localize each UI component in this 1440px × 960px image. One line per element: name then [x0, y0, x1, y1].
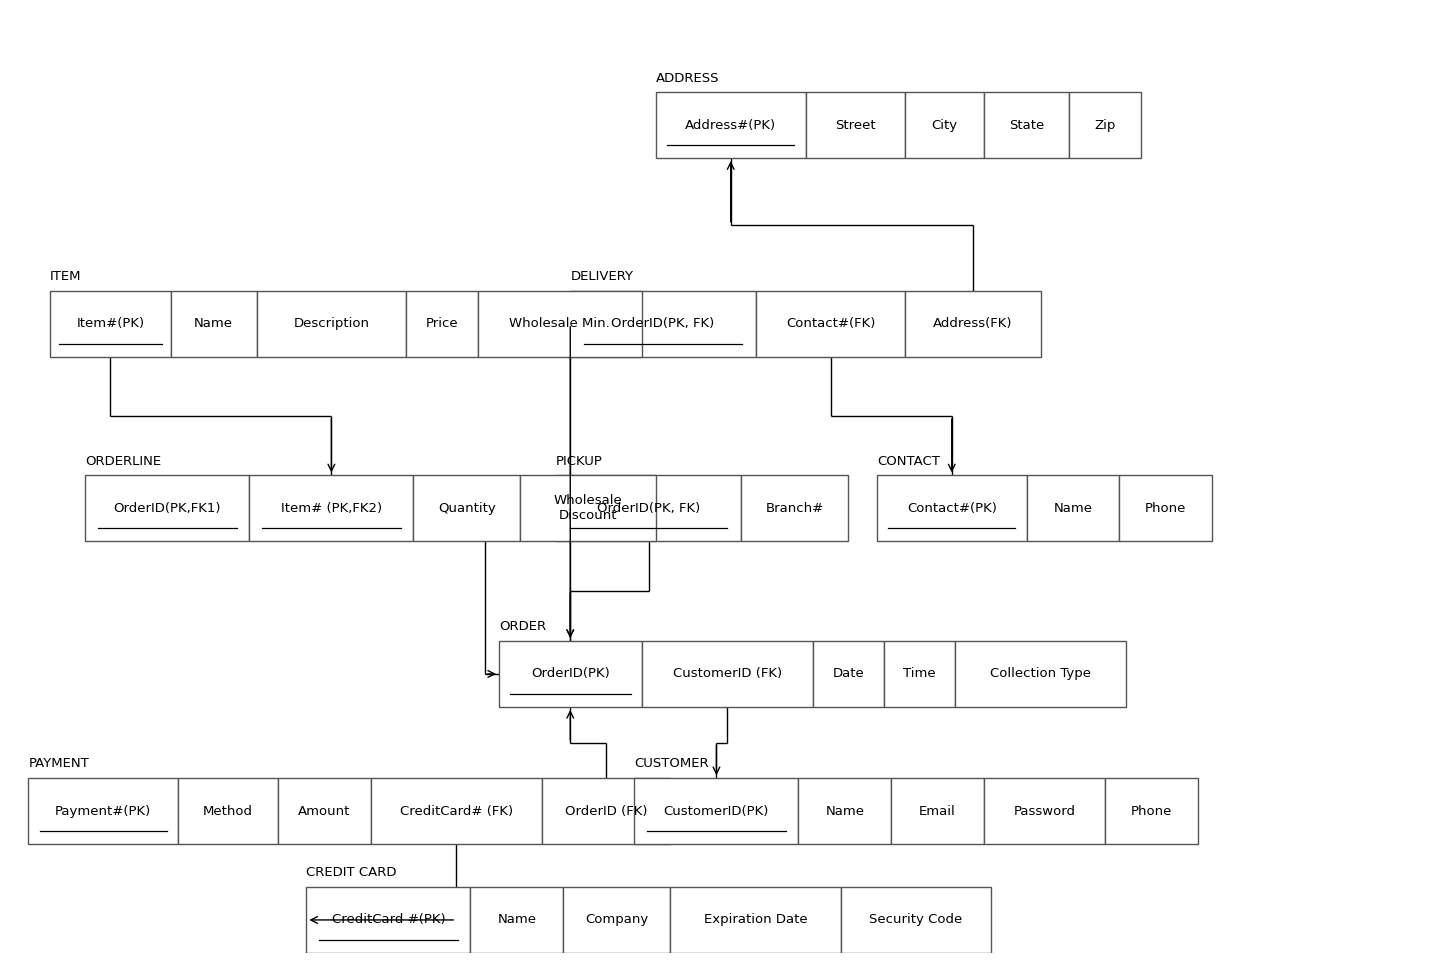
Bar: [812, 641, 884, 708]
Text: DELIVERY: DELIVERY: [570, 270, 634, 283]
Bar: [655, 92, 805, 158]
Text: Name: Name: [194, 318, 233, 330]
Bar: [642, 641, 812, 708]
Text: Amount: Amount: [298, 804, 350, 818]
Bar: [756, 291, 906, 357]
Text: CONTACT: CONTACT: [877, 455, 940, 468]
Text: Quantity: Quantity: [438, 502, 495, 515]
Bar: [635, 778, 798, 844]
Bar: [563, 887, 670, 953]
Bar: [984, 92, 1070, 158]
Bar: [1027, 475, 1119, 541]
Bar: [179, 778, 278, 844]
Text: CUSTOMER: CUSTOMER: [635, 757, 708, 771]
Text: Address(FK): Address(FK): [933, 318, 1012, 330]
Text: Wholesale
Discount: Wholesale Discount: [554, 494, 622, 522]
Text: ITEM: ITEM: [50, 270, 81, 283]
Text: Street: Street: [835, 119, 876, 132]
Text: Wholesale Min.: Wholesale Min.: [510, 318, 611, 330]
Text: Company: Company: [585, 914, 648, 926]
Bar: [891, 778, 984, 844]
Bar: [984, 778, 1104, 844]
Bar: [413, 475, 520, 541]
Bar: [841, 887, 991, 953]
Text: Zip: Zip: [1094, 119, 1116, 132]
Text: Description: Description: [294, 318, 370, 330]
Text: OrderID(PK, FK): OrderID(PK, FK): [598, 502, 700, 515]
Text: Phone: Phone: [1145, 502, 1187, 515]
Text: CREDIT CARD: CREDIT CARD: [307, 866, 397, 879]
Bar: [670, 887, 841, 953]
Text: Item#(PK): Item#(PK): [76, 318, 144, 330]
Bar: [29, 778, 179, 844]
Text: ADDRESS: ADDRESS: [655, 72, 720, 84]
Text: Method: Method: [203, 804, 253, 818]
Bar: [370, 778, 541, 844]
Text: ORDERLINE: ORDERLINE: [85, 455, 161, 468]
Bar: [520, 475, 655, 541]
Bar: [406, 291, 478, 357]
Bar: [877, 475, 1027, 541]
Text: CreditCard #(PK): CreditCard #(PK): [331, 914, 445, 926]
Text: CustomerID (FK): CustomerID (FK): [672, 667, 782, 681]
Text: OrderID(PK, FK): OrderID(PK, FK): [612, 318, 714, 330]
Bar: [906, 92, 984, 158]
Text: Name: Name: [825, 804, 864, 818]
Text: Payment#(PK): Payment#(PK): [55, 804, 151, 818]
Bar: [570, 291, 756, 357]
Bar: [798, 778, 891, 844]
Bar: [884, 641, 955, 708]
Text: Password: Password: [1014, 804, 1076, 818]
Bar: [171, 291, 256, 357]
Bar: [541, 778, 670, 844]
Text: Price: Price: [426, 318, 458, 330]
Text: Expiration Date: Expiration Date: [704, 914, 808, 926]
Bar: [307, 887, 471, 953]
Bar: [256, 291, 406, 357]
Text: PICKUP: PICKUP: [556, 455, 603, 468]
Text: ORDER: ORDER: [498, 620, 546, 634]
Bar: [955, 641, 1126, 708]
Text: Date: Date: [832, 667, 864, 681]
Text: Contact#(PK): Contact#(PK): [907, 502, 996, 515]
Text: Branch#: Branch#: [766, 502, 824, 515]
Bar: [1070, 92, 1140, 158]
Bar: [249, 475, 413, 541]
Bar: [1104, 778, 1198, 844]
Bar: [478, 291, 642, 357]
Bar: [805, 92, 906, 158]
Bar: [278, 778, 370, 844]
Text: Security Code: Security Code: [870, 914, 963, 926]
Text: Time: Time: [903, 667, 936, 681]
Bar: [85, 475, 249, 541]
Bar: [1119, 475, 1212, 541]
Text: Email: Email: [919, 804, 956, 818]
Text: Name: Name: [497, 914, 536, 926]
Bar: [50, 291, 171, 357]
Text: Name: Name: [1054, 502, 1093, 515]
Text: Contact#(FK): Contact#(FK): [786, 318, 876, 330]
Text: Collection Type: Collection Type: [991, 667, 1092, 681]
Text: Address#(PK): Address#(PK): [685, 119, 776, 132]
Bar: [742, 475, 848, 541]
Text: PAYMENT: PAYMENT: [29, 757, 89, 771]
Text: CreditCard# (FK): CreditCard# (FK): [400, 804, 513, 818]
Text: State: State: [1009, 119, 1044, 132]
Text: OrderID (FK): OrderID (FK): [564, 804, 647, 818]
Text: OrderID(PK,FK1): OrderID(PK,FK1): [114, 502, 222, 515]
Text: Phone: Phone: [1130, 804, 1172, 818]
Text: OrderID(PK): OrderID(PK): [531, 667, 609, 681]
Bar: [471, 887, 563, 953]
Text: City: City: [932, 119, 958, 132]
Text: Item# (PK,FK2): Item# (PK,FK2): [281, 502, 382, 515]
Bar: [906, 291, 1041, 357]
Bar: [556, 475, 742, 541]
Text: CustomerID(PK): CustomerID(PK): [664, 804, 769, 818]
Bar: [498, 641, 642, 708]
